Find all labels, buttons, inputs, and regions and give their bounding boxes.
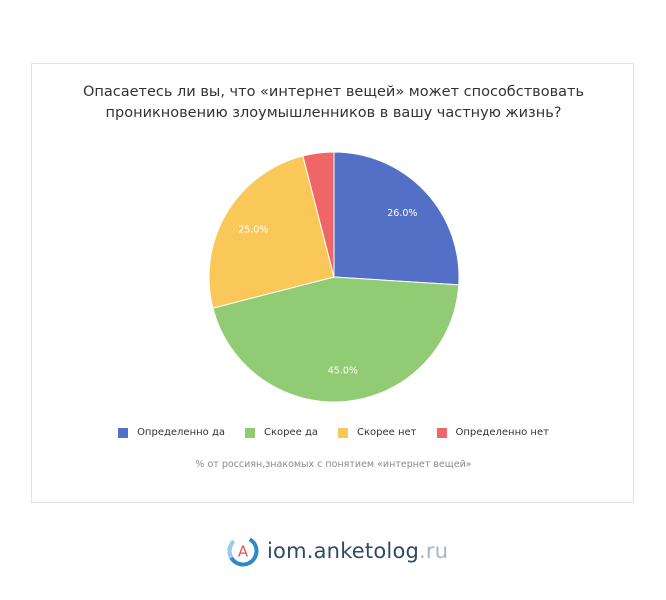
legend-label: Скорее нет (357, 427, 417, 438)
chart-legend: Определенно да Скорее да Скорее нет Опре… (32, 427, 635, 438)
brand-footer[interactable]: A iom.anketolog.ru (227, 534, 448, 568)
chart-title-line-2: проникновению злоумышленников в вашу час… (105, 105, 562, 121)
pie-slice-rather-no[interactable] (208, 155, 335, 309)
legend-item-rather-yes[interactable]: Скорее да (245, 427, 318, 438)
brand-name: iom.anketolog.ru (267, 539, 448, 563)
brand-domain: iom.anketolog (267, 539, 420, 563)
legend-swatch (245, 427, 255, 438)
legend-item-rather-no[interactable]: Скорее нет (338, 427, 417, 438)
legend-label: Скорее да (264, 427, 319, 438)
pie-slice-label: 26.0% (387, 208, 417, 219)
legend-label: Определенно нет (455, 427, 549, 438)
legend-swatch (118, 427, 129, 438)
pie-slice-label: 25.0% (238, 224, 268, 235)
pie-slice-label: 45.0% (328, 365, 358, 376)
legend-item-definitely-no[interactable]: Определенно нет (436, 427, 549, 438)
pie-slice-definitely-yes[interactable] (333, 151, 460, 286)
chart-card: Опасаетесь ли вы, что «интернет вещей» м… (31, 63, 634, 503)
legend-item-definitely-yes[interactable]: Определенно да (118, 427, 225, 438)
pie-slice-definitely-no[interactable] (302, 151, 335, 278)
brand-tld: .ru (419, 539, 449, 563)
chart-subtitle: % от россиян,знакомых с понятием «интерн… (195, 459, 472, 470)
anketolog-logo-icon: A (227, 535, 259, 567)
pie-chart: 26.0% 45.0% 25.0% (208, 151, 460, 403)
legend-swatch (338, 427, 349, 438)
logo-letter: A (238, 543, 249, 561)
legend-label: Определенно да (137, 427, 225, 438)
chart-title: Опасаетесь ли вы, что «интернет вещей» м… (32, 82, 635, 124)
legend-swatch (436, 427, 447, 438)
pie-slice-rather-yes[interactable] (212, 276, 460, 403)
chart-title-line-1: Опасаетесь ли вы, что «интернет вещей» м… (82, 84, 585, 100)
